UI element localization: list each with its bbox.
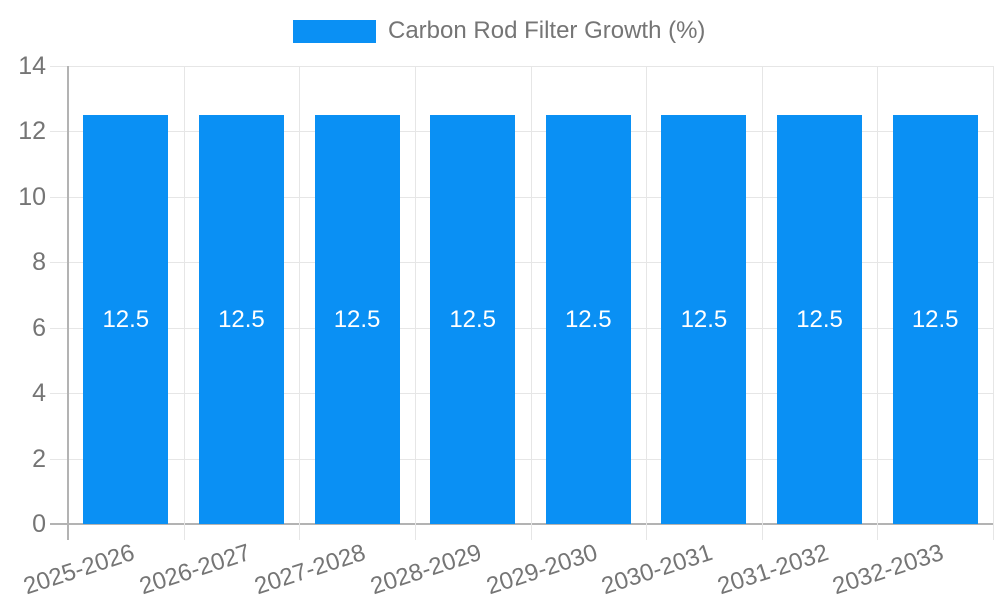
- y-tick-label: 14: [18, 52, 46, 80]
- bar-value-label: 12.5: [449, 305, 497, 333]
- y-tick-label: 6: [32, 313, 46, 342]
- bar[interactable]: 12.5: [314, 115, 400, 524]
- x-axis-line: [50, 523, 993, 525]
- bar-value-label: 12.5: [333, 305, 381, 333]
- legend-swatch-icon: [293, 19, 376, 43]
- bar[interactable]: 12.5: [777, 115, 863, 524]
- legend-label: Carbon Rod Filter Growth (%): [388, 17, 706, 44]
- y-gridline: [50, 196, 993, 198]
- y-gridline: [50, 327, 993, 329]
- y-gridline: [50, 262, 993, 264]
- bar-value-label: 12.5: [796, 305, 843, 333]
- x-gridline: [414, 66, 416, 540]
- x-gridline: [877, 66, 879, 540]
- y-gridline: [50, 393, 993, 395]
- x-gridline: [646, 66, 648, 540]
- bar[interactable]: 12.5: [661, 115, 747, 524]
- x-tick-label: 2029-2030: [482, 539, 601, 600]
- y-gridline: [50, 66, 993, 67]
- x-tick-label: 2032-2033: [829, 539, 948, 600]
- bar[interactable]: 12.5: [892, 115, 978, 524]
- bar[interactable]: 12.5: [198, 115, 284, 524]
- x-gridline: [299, 66, 301, 540]
- x-tick-label: 2031-2032: [714, 539, 832, 600]
- x-tick-label: 2030-2031: [598, 539, 716, 600]
- y-gridline: [50, 458, 993, 460]
- bar[interactable]: 12.5: [83, 115, 169, 524]
- y-tick-label: 2: [32, 444, 46, 473]
- x-gridline: [993, 66, 994, 540]
- x-tick-label: 2026-2027: [135, 539, 254, 600]
- bar-value-label: 12.5: [564, 305, 612, 333]
- x-gridline: [183, 66, 185, 540]
- y-tick-label: 4: [32, 379, 46, 408]
- y-tick-label: 10: [18, 182, 46, 211]
- y-tick-label: 8: [32, 248, 46, 277]
- x-tick-label: 2025-2026: [20, 539, 138, 600]
- bar-value-label: 12.5: [218, 305, 265, 333]
- x-tick-label: 2027-2028: [251, 539, 370, 600]
- y-tick-label: 12: [18, 117, 46, 146]
- bar[interactable]: 12.5: [545, 115, 631, 524]
- x-tick-label: 2028-2029: [367, 539, 485, 600]
- bar-value-label: 12.5: [680, 305, 728, 333]
- y-gridline: [50, 131, 993, 133]
- x-gridline: [761, 66, 763, 540]
- legend-item[interactable]: Carbon Rod Filter Growth (%): [293, 19, 705, 43]
- bar[interactable]: 12.5: [430, 115, 516, 524]
- x-gridline: [530, 66, 532, 540]
- bar-value-label: 12.5: [911, 305, 959, 333]
- bar-value-label: 12.5: [102, 305, 150, 333]
- y-axis-line: [67, 66, 69, 540]
- y-tick-label: 0: [32, 510, 46, 538]
